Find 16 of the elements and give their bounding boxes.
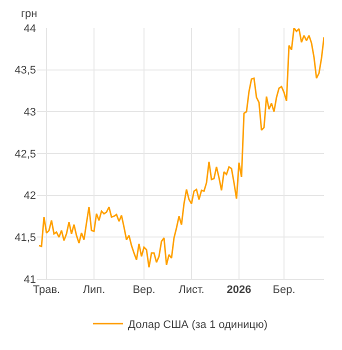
legend-label: Долар США (за 1 одиницю): [128, 318, 268, 331]
x-tick-label: Лип.: [82, 284, 106, 296]
y-tick-label: 43,5: [14, 64, 36, 77]
x-tick-label: Бер.: [272, 284, 296, 296]
y-tick-label: 42,5: [14, 148, 36, 160]
x-tick-label: 2026: [226, 284, 252, 296]
x-tick-label: Вер.: [132, 284, 156, 296]
line-series: [38, 28, 324, 268]
y-tick-label: 44: [24, 22, 36, 35]
y-tick-label: 41: [24, 274, 36, 286]
y-tick-label: 42: [24, 190, 36, 202]
x-tick-label: Лист.: [178, 284, 204, 296]
y-axis-title: грн: [21, 8, 38, 20]
y-tick-label: 43: [24, 106, 36, 119]
x-tick-label: Трав.: [32, 284, 60, 296]
y-tick-label: 41,5: [14, 232, 36, 244]
